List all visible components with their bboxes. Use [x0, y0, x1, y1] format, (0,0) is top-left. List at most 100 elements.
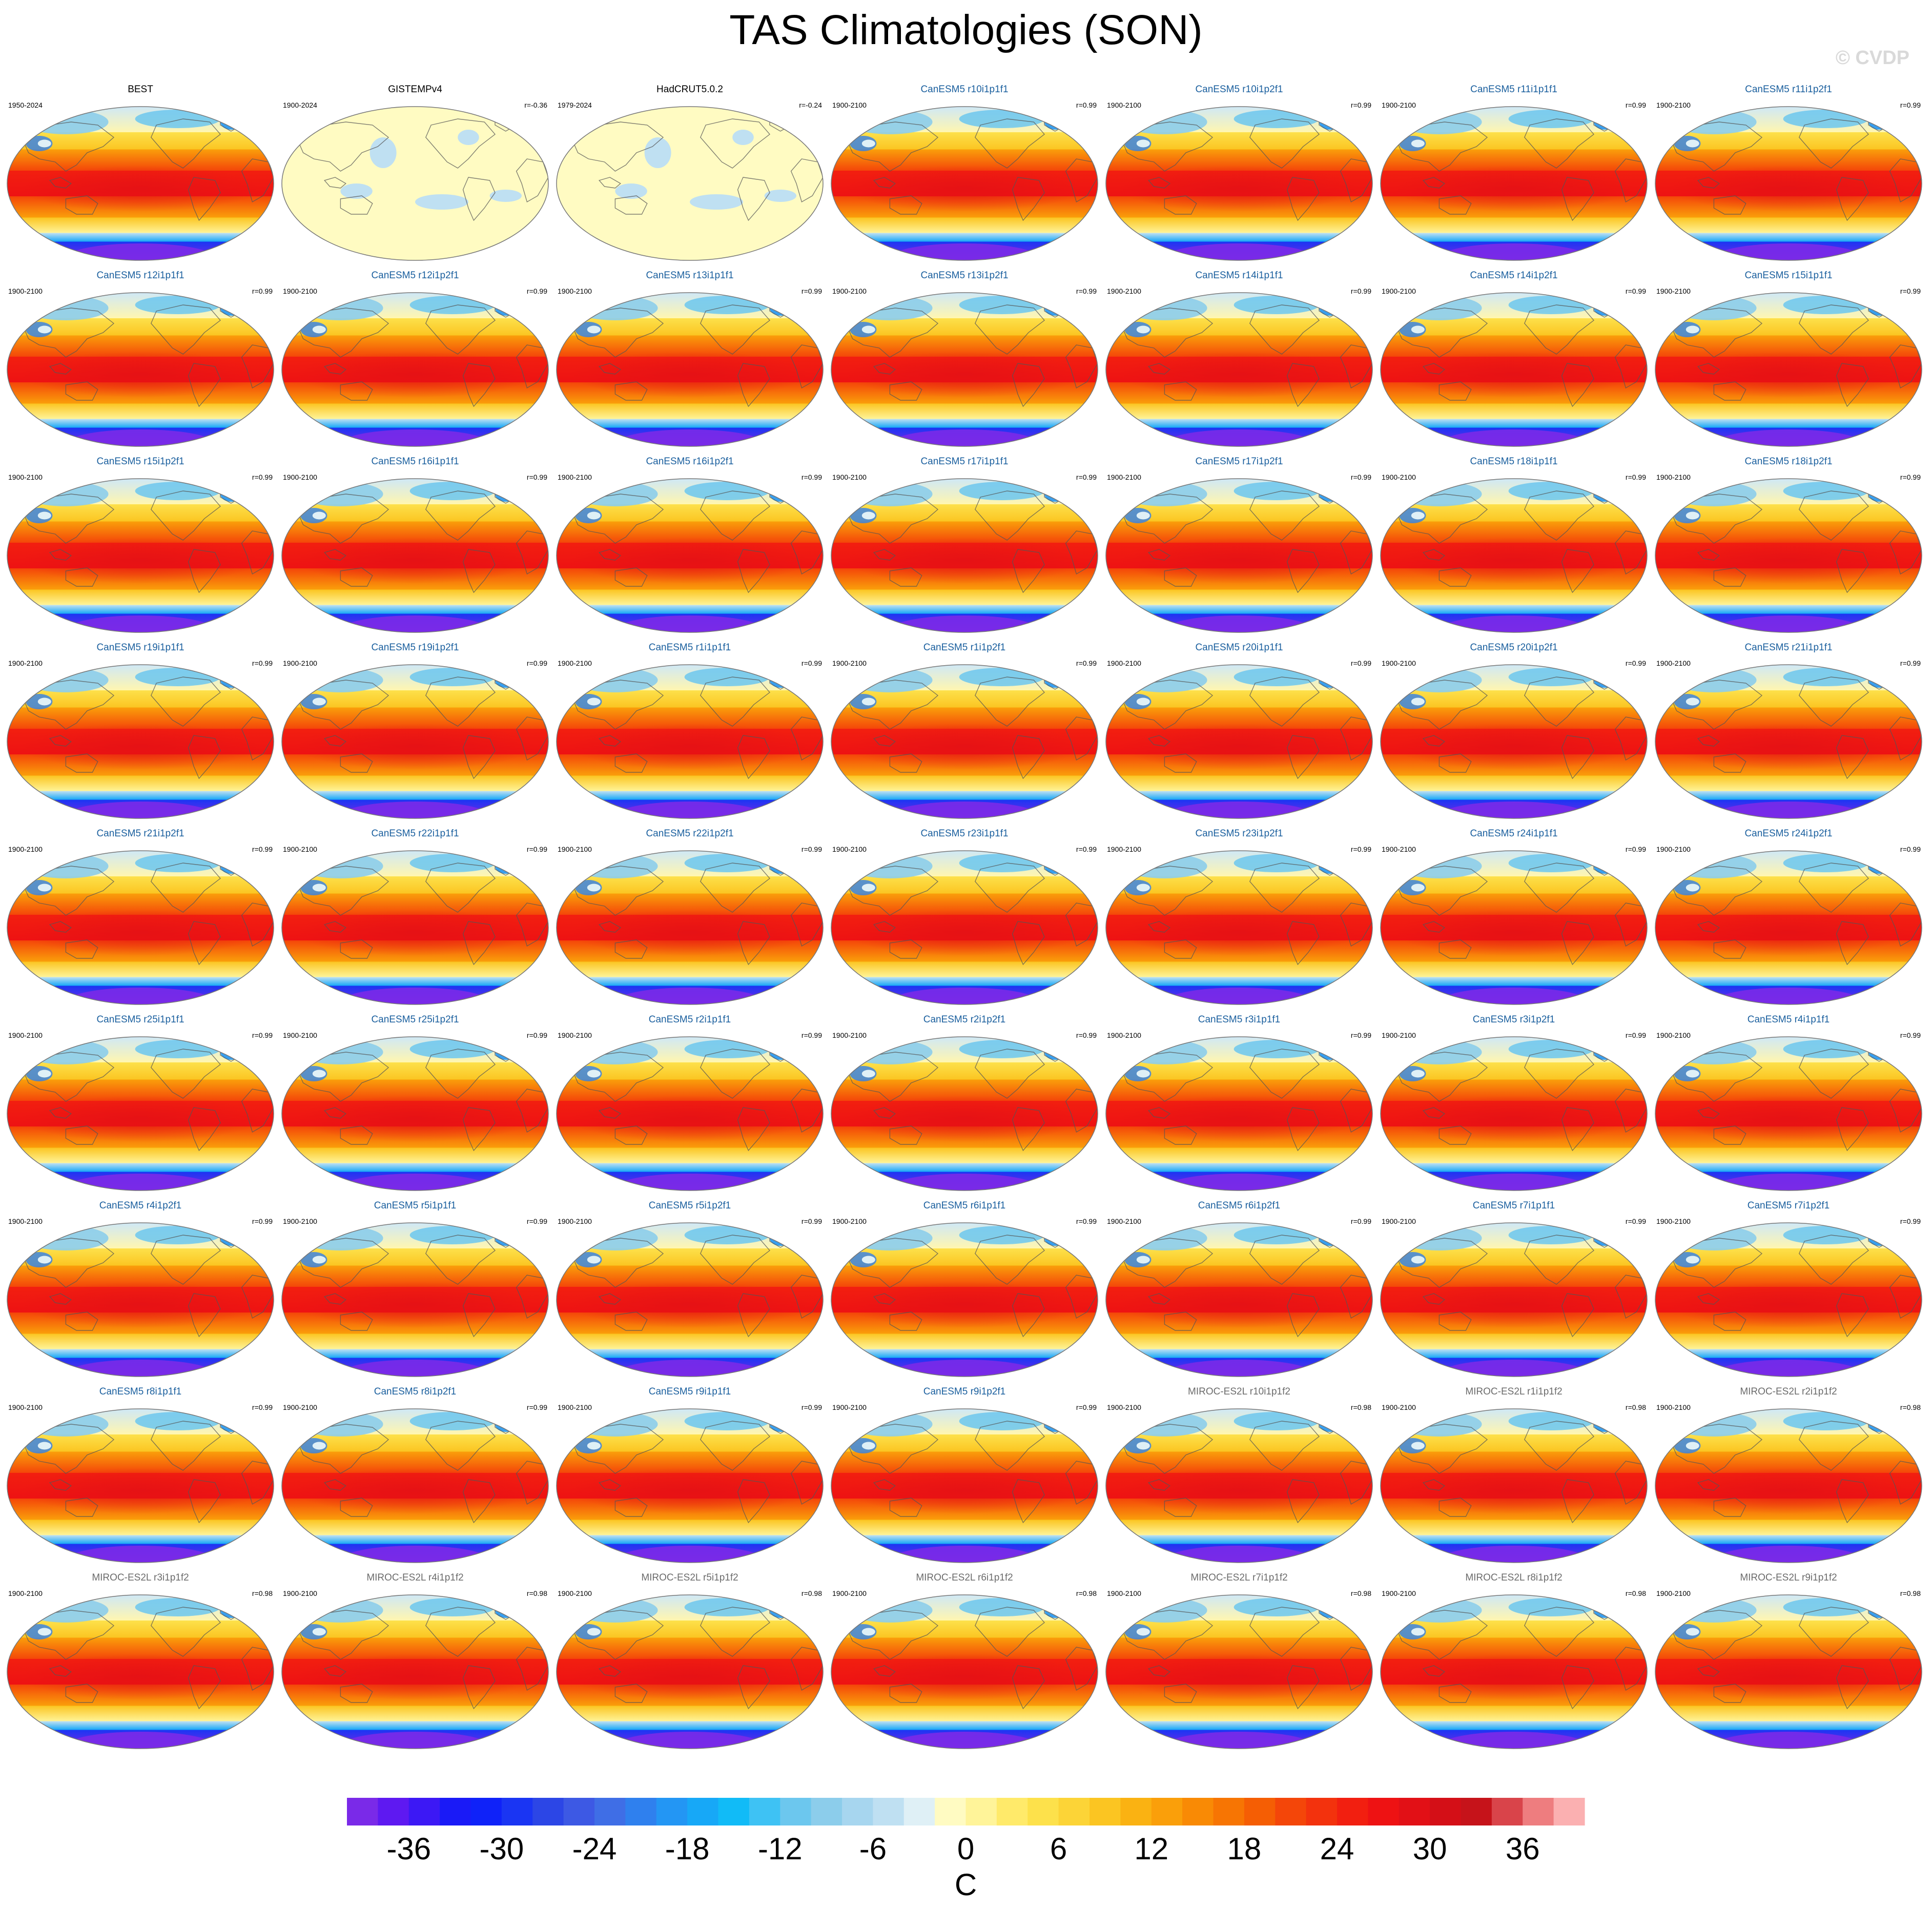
map-outline	[281, 1036, 549, 1191]
panel-period: 1900-2100	[832, 845, 867, 853]
panel-title: CanESM5 r21i1p1f1	[1744, 642, 1832, 653]
colorbar-swatch	[749, 1798, 780, 1825]
panel-correlation: r=0.99	[1076, 845, 1097, 853]
panel-title: CanESM5 r3i1p1f1	[1198, 1014, 1281, 1025]
colorbar-swatch	[347, 1798, 378, 1825]
panel-title: CanESM5 r18i1p1f1	[1470, 456, 1557, 467]
map-field	[1106, 665, 1372, 818]
map-field	[7, 479, 274, 632]
colorbar-tick-label: 0	[957, 1832, 974, 1866]
map-outline	[1655, 478, 1922, 633]
colorbar-swatch	[965, 1798, 997, 1825]
panel-period: 1900-2100	[832, 1589, 867, 1597]
colorbar-swatch	[842, 1798, 873, 1825]
map-field	[557, 1595, 823, 1749]
panel-period: 1900-2100	[1656, 1217, 1691, 1225]
colorbar-swatch	[996, 1798, 1028, 1825]
map-panel: CanESM5 r18i1p1f1 1900-2100 r=0.99	[1380, 456, 1648, 633]
panel-title: MIROC-ES2L r10i1p1f2	[1188, 1386, 1290, 1397]
map-field	[1106, 1223, 1372, 1377]
panel-correlation: r=0.99	[801, 1031, 822, 1039]
map-panel: CanESM5 r11i1p1f1 1900-2100 r=0.99	[1380, 84, 1648, 261]
panel-period: 1900-2100	[283, 1217, 317, 1225]
panel-period: 1900-2100	[1656, 287, 1691, 295]
map-outline	[7, 850, 274, 1005]
colorbar-swatch	[1151, 1798, 1183, 1825]
panel-period: 1900-2100	[558, 1031, 592, 1039]
map-panel: CanESM5 r22i1p1f1 1900-2100 r=0.99	[281, 828, 549, 1005]
panel-title: CanESM5 r14i1p1f1	[1195, 270, 1283, 281]
map-panel: CanESM5 r10i1p2f1 1900-2100 r=0.99	[1105, 84, 1373, 261]
panel-title: MIROC-ES2L r5i1p1f2	[641, 1572, 738, 1583]
map-outline	[1380, 850, 1648, 1005]
panel-correlation: r=0.99	[252, 659, 273, 667]
panel-title: CanESM5 r14i1p2f1	[1470, 270, 1557, 281]
map-outline	[7, 106, 274, 261]
map-outline	[281, 478, 549, 633]
panel-period: 1900-2100	[1107, 101, 1141, 109]
map-outline	[1655, 664, 1922, 819]
map-field	[7, 1409, 274, 1563]
map-field	[831, 665, 1098, 818]
panel-period: 1900-2100	[1382, 1031, 1416, 1039]
panel-period: 1900-2100	[1107, 659, 1141, 667]
map-field	[1655, 293, 1922, 446]
map-outline	[831, 664, 1098, 819]
panel-title: CanESM5 r19i1p2f1	[371, 642, 459, 653]
map-panel: BEST 1950-2024	[7, 84, 274, 261]
map-field	[282, 1409, 548, 1563]
panel-period: 1900-2100	[1382, 845, 1416, 853]
colorbar-tick-label: 6	[1050, 1832, 1067, 1866]
map-field	[1106, 293, 1372, 446]
map-field	[1655, 1037, 1922, 1191]
panel-period: 1900-2100	[558, 845, 592, 853]
panel-correlation: r=0.99	[1351, 845, 1371, 853]
panel-correlation: r=-0.36	[524, 101, 547, 109]
panel-title: CanESM5 r11i1p1f1	[1470, 84, 1557, 95]
colorbar-swatch	[1213, 1798, 1245, 1825]
colorbar-swatch	[1306, 1798, 1338, 1825]
panel-title: MIROC-ES2L r3i1p1f2	[92, 1572, 189, 1583]
map-panel: CanESM5 r9i1p1f1 1900-2100 r=0.99	[556, 1386, 824, 1563]
panel-title: CanESM5 r25i1p1f1	[96, 1014, 184, 1025]
map-panel: CanESM5 r6i1p2f1 1900-2100 r=0.99	[1105, 1200, 1373, 1377]
panel-period: 1900-2100	[1107, 287, 1141, 295]
map-outline	[556, 478, 824, 633]
map-panel: CanESM5 r9i1p2f1 1900-2100 r=0.99	[831, 1386, 1098, 1563]
colorbar-swatch	[1090, 1798, 1121, 1825]
panel-title: CanESM5 r6i1p2f1	[1198, 1200, 1281, 1211]
panel-correlation: r=0.98	[1351, 1403, 1371, 1411]
colorbar-tick-label: 24	[1320, 1832, 1354, 1866]
colorbar-swatch	[718, 1798, 750, 1825]
panel-period: 1900-2100	[283, 659, 317, 667]
map-field	[1106, 1409, 1372, 1563]
map-field	[1655, 479, 1922, 632]
panel-period: 1900-2100	[1107, 473, 1141, 481]
map-outline	[1105, 478, 1373, 633]
map-panel: CanESM5 r3i1p2f1 1900-2100 r=0.99	[1380, 1014, 1648, 1191]
panel-title: CanESM5 r25i1p2f1	[371, 1014, 459, 1025]
map-panel: MIROC-ES2L r4i1p1f2 1900-2100 r=0.98	[281, 1572, 549, 1749]
map-panel: GISTEMPv4 1900-2024 r=-0.36	[281, 84, 549, 261]
panel-grid: BEST 1950-2024 GISTEMPv4 1900-2024 r=-0.36 Ha…	[7, 84, 1922, 1749]
colorbar-swatch	[440, 1798, 471, 1825]
panel-correlation: r=0.99	[527, 1031, 547, 1039]
map-panel: CanESM5 r5i1p2f1 1900-2100 r=0.99	[556, 1200, 824, 1377]
colorbar-swatch	[1337, 1798, 1368, 1825]
map-field	[557, 665, 823, 818]
map-field	[557, 107, 823, 260]
panel-title: CanESM5 r4i1p2f1	[99, 1200, 182, 1211]
map-field	[282, 665, 548, 818]
panel-period: 1900-2100	[1382, 287, 1416, 295]
map-field	[282, 851, 548, 1004]
map-outline	[1655, 1036, 1922, 1191]
map-field	[1106, 107, 1372, 260]
panel-period: 1900-2100	[1656, 1589, 1691, 1597]
panel-title: CanESM5 r22i1p1f1	[371, 828, 459, 839]
map-outline	[1380, 106, 1648, 261]
map-panel: CanESM5 r11i1p2f1 1900-2100 r=0.99	[1655, 84, 1922, 261]
map-outline	[281, 664, 549, 819]
map-panel: CanESM5 r10i1p1f1 1900-2100 r=0.99	[831, 84, 1098, 261]
colorbar-swatch	[594, 1798, 626, 1825]
map-panel: CanESM5 r23i1p2f1 1900-2100 r=0.99	[1105, 828, 1373, 1005]
